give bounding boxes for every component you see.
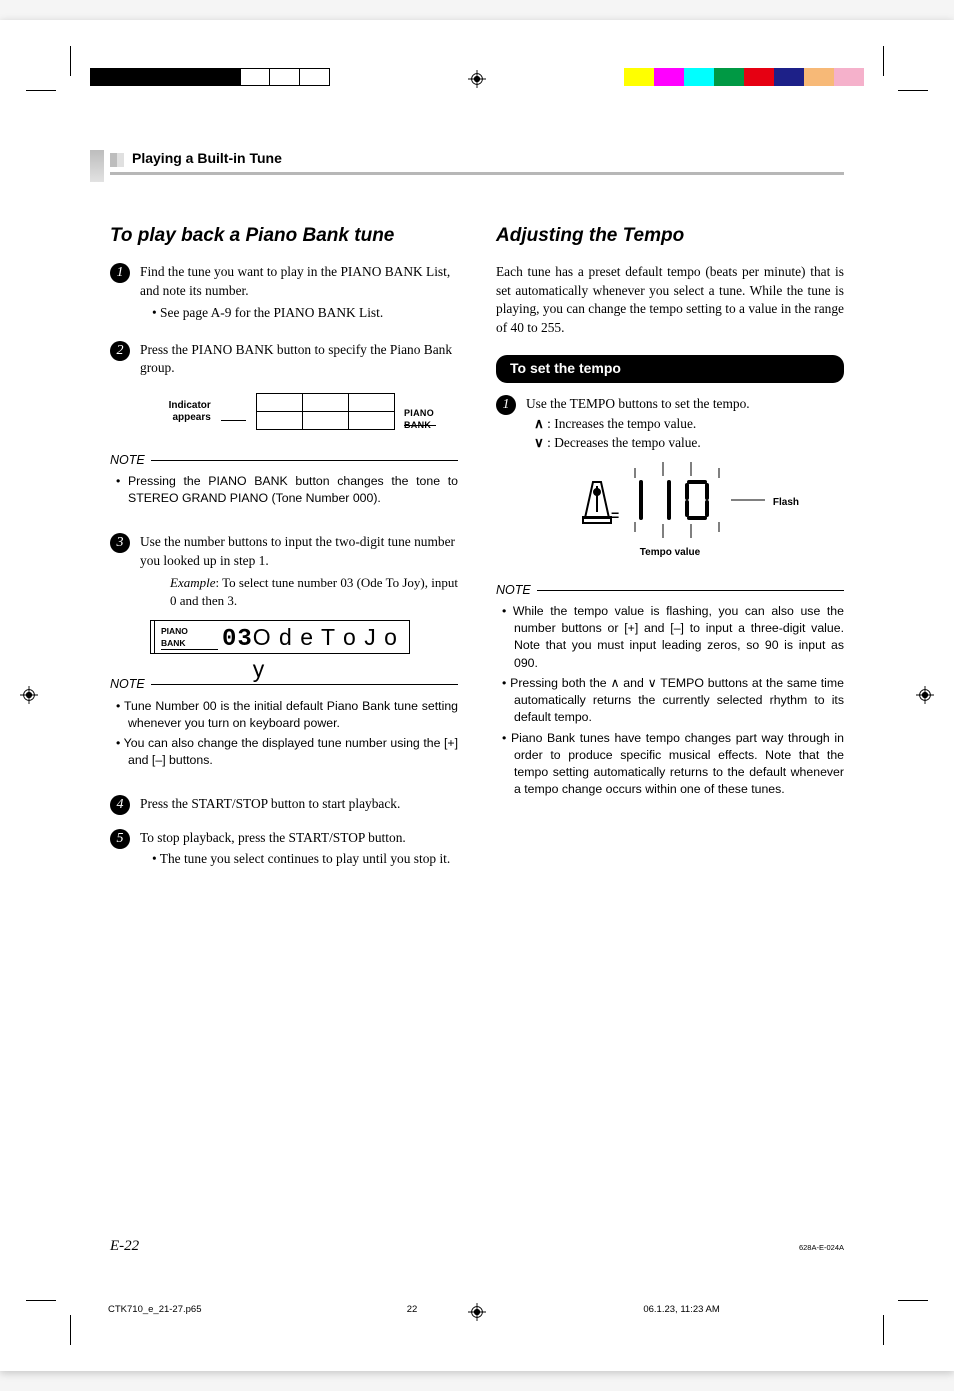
note-heading: NOTE bbox=[110, 452, 458, 469]
step-3-text: Use the number buttons to input the two-… bbox=[140, 534, 455, 568]
page-content: Playing a Built-in Tune To play back a P… bbox=[110, 150, 844, 1241]
left-color-bar bbox=[90, 68, 330, 86]
step-2: 2 Press the PIANO BANK button to specify… bbox=[110, 341, 458, 378]
step-number-icon: 1 bbox=[110, 263, 130, 283]
note-item: Pressing the PIANO BANK button changes t… bbox=[116, 473, 458, 507]
register-mark bbox=[916, 686, 934, 704]
step-3: 3 Use the number buttons to input the tw… bbox=[110, 533, 458, 610]
register-mark bbox=[20, 686, 38, 704]
slug-page: 22 bbox=[311, 1304, 514, 1315]
crop-mark bbox=[898, 90, 928, 91]
lcd-label: PIANO BANK bbox=[161, 626, 218, 650]
step-number-icon: 2 bbox=[110, 341, 130, 361]
step-1: 1 Find the tune you want to play in the … bbox=[110, 263, 458, 323]
crop-mark bbox=[70, 1315, 71, 1345]
note-item: While the tempo value is flashing, you c… bbox=[502, 603, 844, 672]
lcd-text: O d e T o J o y bbox=[253, 622, 409, 685]
note-list-right: While the tempo value is flashing, you c… bbox=[502, 603, 844, 798]
down-icon: ∨ bbox=[534, 435, 544, 450]
tempo-step-text: Use the TEMPO buttons to set the tempo. bbox=[526, 396, 750, 411]
tempo-down-text: : Decreases the tempo value. bbox=[547, 435, 701, 450]
left-column: To play back a Piano Bank tune 1 Find th… bbox=[110, 223, 458, 868]
up-icon: ∧ bbox=[534, 416, 544, 431]
pill-heading: To set the tempo bbox=[496, 355, 844, 382]
crop-mark bbox=[70, 46, 71, 76]
crop-mark bbox=[26, 1300, 56, 1301]
register-mark bbox=[468, 70, 486, 88]
crop-mark bbox=[898, 1300, 928, 1301]
note-item: Piano Bank tunes have tempo changes part… bbox=[502, 730, 844, 799]
lcd-figure: PIANO BANK 03 O d e T o J o y bbox=[150, 620, 410, 654]
right-column: Adjusting the Tempo Each tune has a pres… bbox=[496, 223, 844, 868]
step-1-text: Find the tune you want to play in the PI… bbox=[140, 264, 450, 298]
section-header: Playing a Built-in Tune bbox=[110, 150, 844, 170]
indicator-right-label: PIANO BANK bbox=[404, 407, 458, 432]
step-1-bullet: See page A-9 for the PIANO BANK List. bbox=[160, 305, 383, 320]
section-tab-icon bbox=[110, 153, 124, 167]
note-list-2: Tune Number 00 is the initial default Pi… bbox=[116, 698, 458, 770]
indicator-left-label: Indicatorappears bbox=[164, 400, 211, 424]
lcd-digits: 03 bbox=[222, 621, 253, 656]
page-sheet: Playing a Built-in Tune To play back a P… bbox=[0, 20, 954, 1371]
note-item: Tune Number 00 is the initial default Pi… bbox=[116, 698, 458, 732]
tempo-figure: = bbox=[545, 462, 795, 560]
section-rule bbox=[110, 172, 844, 175]
step-4-text: Press the START/STOP button to start pla… bbox=[140, 796, 400, 811]
indicator-figure: Indicatorappears PIANO BANK bbox=[164, 394, 458, 430]
right-intro: Each tune has a preset default tempo (be… bbox=[496, 263, 844, 337]
note-item: You can also change the displayed tune n… bbox=[116, 735, 458, 769]
crop-mark bbox=[883, 46, 884, 76]
step-number-icon: 1 bbox=[496, 395, 516, 415]
step-number-icon: 4 bbox=[110, 795, 130, 815]
footer: E-22 628A-E-024A bbox=[110, 1238, 844, 1255]
right-color-bar bbox=[624, 68, 864, 86]
lead-line bbox=[221, 420, 246, 421]
step-2-text: Press the PIANO BANK button to specify t… bbox=[140, 342, 452, 376]
tempo-caption: Tempo value bbox=[545, 546, 795, 560]
step-4: 4 Press the START/STOP button to start p… bbox=[110, 795, 458, 815]
slug-file: CTK710_e_21-27.p65 bbox=[108, 1304, 311, 1315]
crop-mark bbox=[883, 1315, 884, 1345]
tempo-step-1: 1 Use the TEMPO buttons to set the tempo… bbox=[496, 395, 844, 453]
note-heading: NOTE bbox=[496, 582, 844, 599]
step-5: 5 To stop playback, press the START/STOP… bbox=[110, 829, 458, 868]
step-5-text: To stop playback, press the START/STOP b… bbox=[140, 830, 406, 845]
slug-date: 06.1.23, 11:23 AM bbox=[513, 1304, 846, 1315]
slug-line: CTK710_e_21-27.p65 22 06.1.23, 11:23 AM bbox=[108, 1304, 846, 1315]
flash-label: Flash bbox=[773, 496, 799, 510]
step-number-icon: 3 bbox=[110, 533, 130, 553]
section-title: Playing a Built-in Tune bbox=[132, 150, 282, 170]
step-5-bullet: The tune you select continues to play un… bbox=[160, 851, 450, 866]
right-heading: Adjusting the Tempo bbox=[496, 223, 844, 249]
button-grid bbox=[256, 394, 394, 430]
tempo-up-text: : Increases the tempo value. bbox=[547, 416, 696, 431]
note-list-1: Pressing the PIANO BANK button changes t… bbox=[116, 473, 458, 507]
svg-text:=: = bbox=[611, 507, 619, 523]
note-item: Pressing both the ∧ and ∨ TEMPO buttons … bbox=[502, 675, 844, 727]
page-number: E-22 bbox=[110, 1238, 139, 1255]
step-number-icon: 5 bbox=[110, 829, 130, 849]
step-3-example: Example: To select tune number 03 (Ode T… bbox=[170, 574, 458, 610]
left-heading: To play back a Piano Bank tune bbox=[110, 223, 458, 249]
margin-tab bbox=[90, 150, 104, 182]
crop-mark bbox=[26, 90, 56, 91]
doc-id: 628A-E-024A bbox=[799, 1243, 844, 1252]
